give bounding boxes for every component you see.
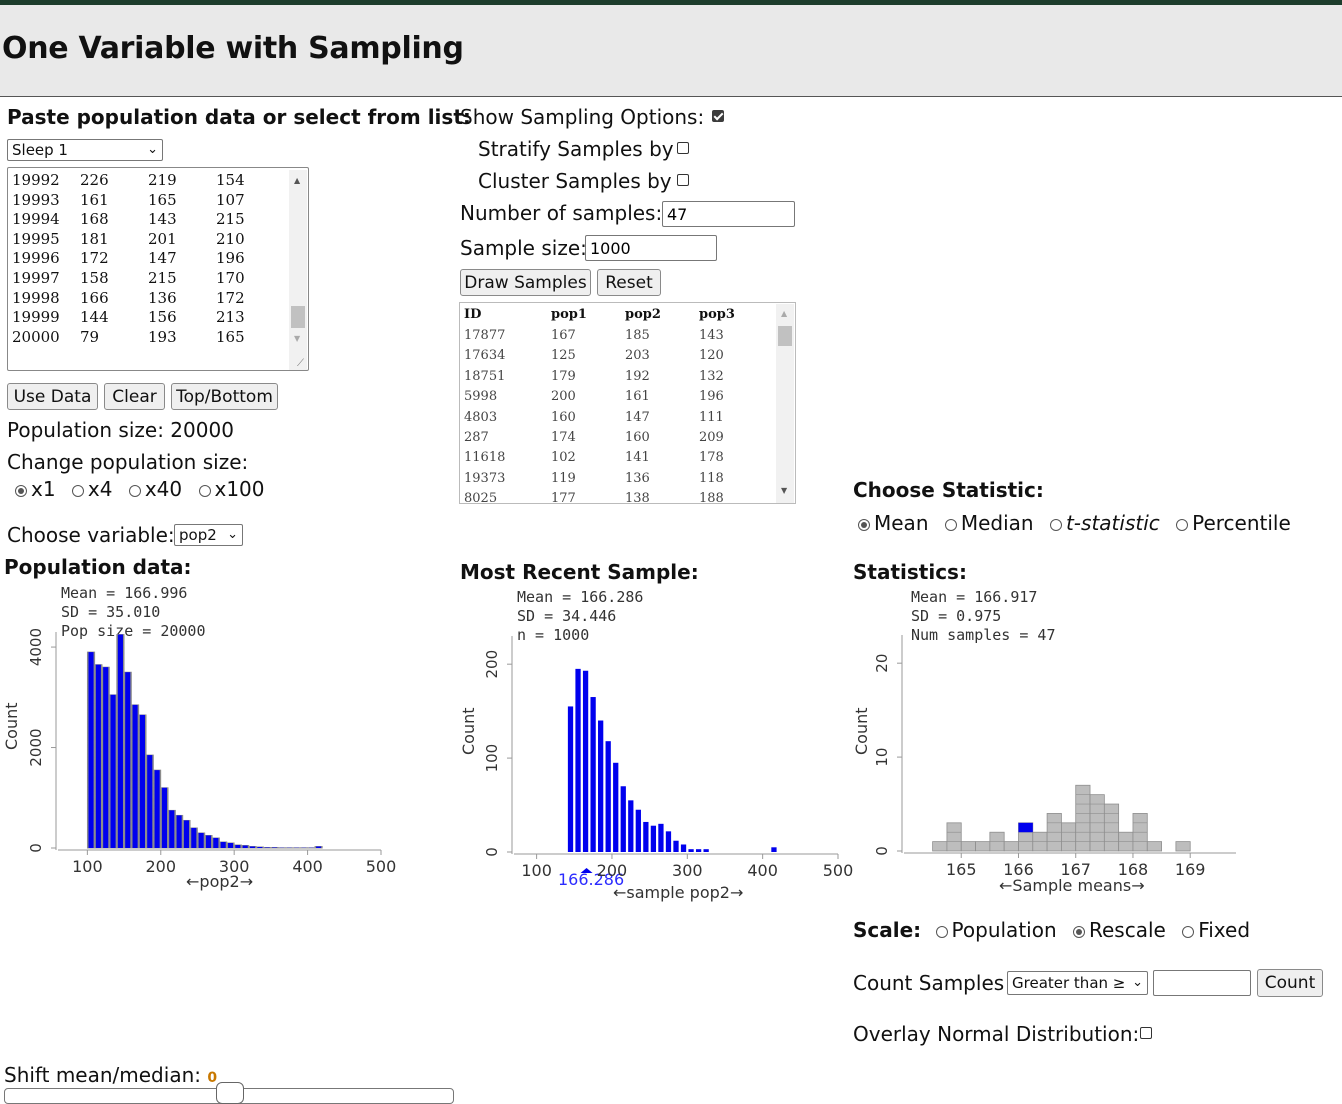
- radio-x4-icon[interactable]: [72, 485, 84, 497]
- population-data-cell: 165: [148, 191, 177, 209]
- blue-bar: [88, 652, 93, 848]
- population-data-cell: 19995: [12, 230, 60, 248]
- population-data-cell: 19993: [12, 191, 60, 209]
- population-data-cell: 107: [216, 191, 245, 209]
- population-data-cell: 181: [80, 230, 109, 248]
- population-data-cell: 196: [216, 249, 245, 267]
- population-data-cell: 136: [148, 289, 177, 307]
- population-data-cell: 165: [216, 328, 245, 346]
- population-data-cell: 79: [80, 328, 99, 346]
- size-option-x100[interactable]: x100: [199, 477, 265, 501]
- size-option-x1[interactable]: x1: [15, 477, 56, 501]
- variable-select[interactable]: pop2 ⌄: [174, 524, 243, 546]
- change-population-size-label: Change population size:: [7, 450, 248, 474]
- population-data-cell: 161: [80, 191, 109, 209]
- population-data-title: Population data:: [4, 555, 192, 579]
- population-data-cell: 219: [148, 171, 177, 189]
- variable-select-value: pop2: [179, 526, 217, 544]
- radio-x40-icon[interactable]: [129, 485, 141, 497]
- population-data-cell: 172: [80, 249, 109, 267]
- population-data-cell: 154: [216, 171, 245, 189]
- choose-variable-label: Choose variable:: [7, 523, 175, 547]
- population-data-cell: 166: [80, 289, 109, 307]
- clear-button[interactable]: Clear: [104, 383, 165, 410]
- population-size-radios: x1 x4 x40 x100: [15, 477, 275, 501]
- population-data-cell: 158: [80, 269, 109, 287]
- scroll-down-icon[interactable]: ▼: [294, 334, 300, 343]
- page-title: One Variable with Sampling: [2, 31, 464, 66]
- population-data-cell: 172: [216, 289, 245, 307]
- population-data-cell: 215: [148, 269, 177, 287]
- use-data-button[interactable]: Use Data: [7, 383, 98, 410]
- page-header: One Variable with Sampling: [0, 5, 1342, 97]
- population-data-cell: 19998: [12, 289, 60, 307]
- radio-x100-icon[interactable]: [199, 485, 211, 497]
- dataset-select-value: Sleep 1: [12, 141, 68, 159]
- population-data-cell: 170: [216, 269, 245, 287]
- scroll-up-icon[interactable]: ▲: [294, 176, 300, 185]
- population-data-cell: 201: [148, 230, 177, 248]
- population-data-cell: 143: [148, 210, 177, 228]
- population-size-text: Population size: 20000: [7, 418, 234, 442]
- population-data-cell: 156: [148, 308, 177, 326]
- population-data-textarea[interactable]: 19992 226 219 154 19993 161 165 107 19994 168 143 2…: [7, 167, 309, 371]
- population-data-cell: 168: [80, 210, 109, 228]
- resize-grip-icon[interactable]: ⟋: [297, 358, 304, 369]
- population-data-cell: 226: [80, 171, 109, 189]
- dataset-select[interactable]: Sleep 1 ⌄: [7, 139, 163, 161]
- population-scrollbar[interactable]: ▲ ▼: [289, 170, 307, 370]
- population-data-cell: 19999: [12, 308, 60, 326]
- population-data-cell: 20000: [12, 328, 60, 346]
- paste-data-label: Paste population data or select from lis…: [7, 105, 471, 129]
- size-option-x4[interactable]: x4: [72, 477, 113, 501]
- population-data-cell: 144: [80, 308, 109, 326]
- population-data-cell: 19996: [12, 249, 60, 267]
- size-option-x40[interactable]: x40: [129, 477, 182, 501]
- population-data-cell: 147: [148, 249, 177, 267]
- population-data-cell: 19992: [12, 171, 60, 189]
- population-data-cell: 193: [148, 328, 177, 346]
- population-data-cell: 215: [216, 210, 245, 228]
- top-bottom-button[interactable]: Top/Bottom: [171, 383, 278, 410]
- radio-x1-icon[interactable]: [15, 485, 27, 497]
- chevron-down-icon: ⌄: [147, 140, 158, 160]
- population-data-cell: 19997: [12, 269, 60, 287]
- population-data-cell: 213: [216, 308, 245, 326]
- chevron-down-icon: ⌄: [227, 525, 238, 545]
- population-data-cell: 19994: [12, 210, 60, 228]
- population-scroll-thumb[interactable]: [291, 306, 305, 328]
- population-data-cell: 210: [216, 230, 245, 248]
